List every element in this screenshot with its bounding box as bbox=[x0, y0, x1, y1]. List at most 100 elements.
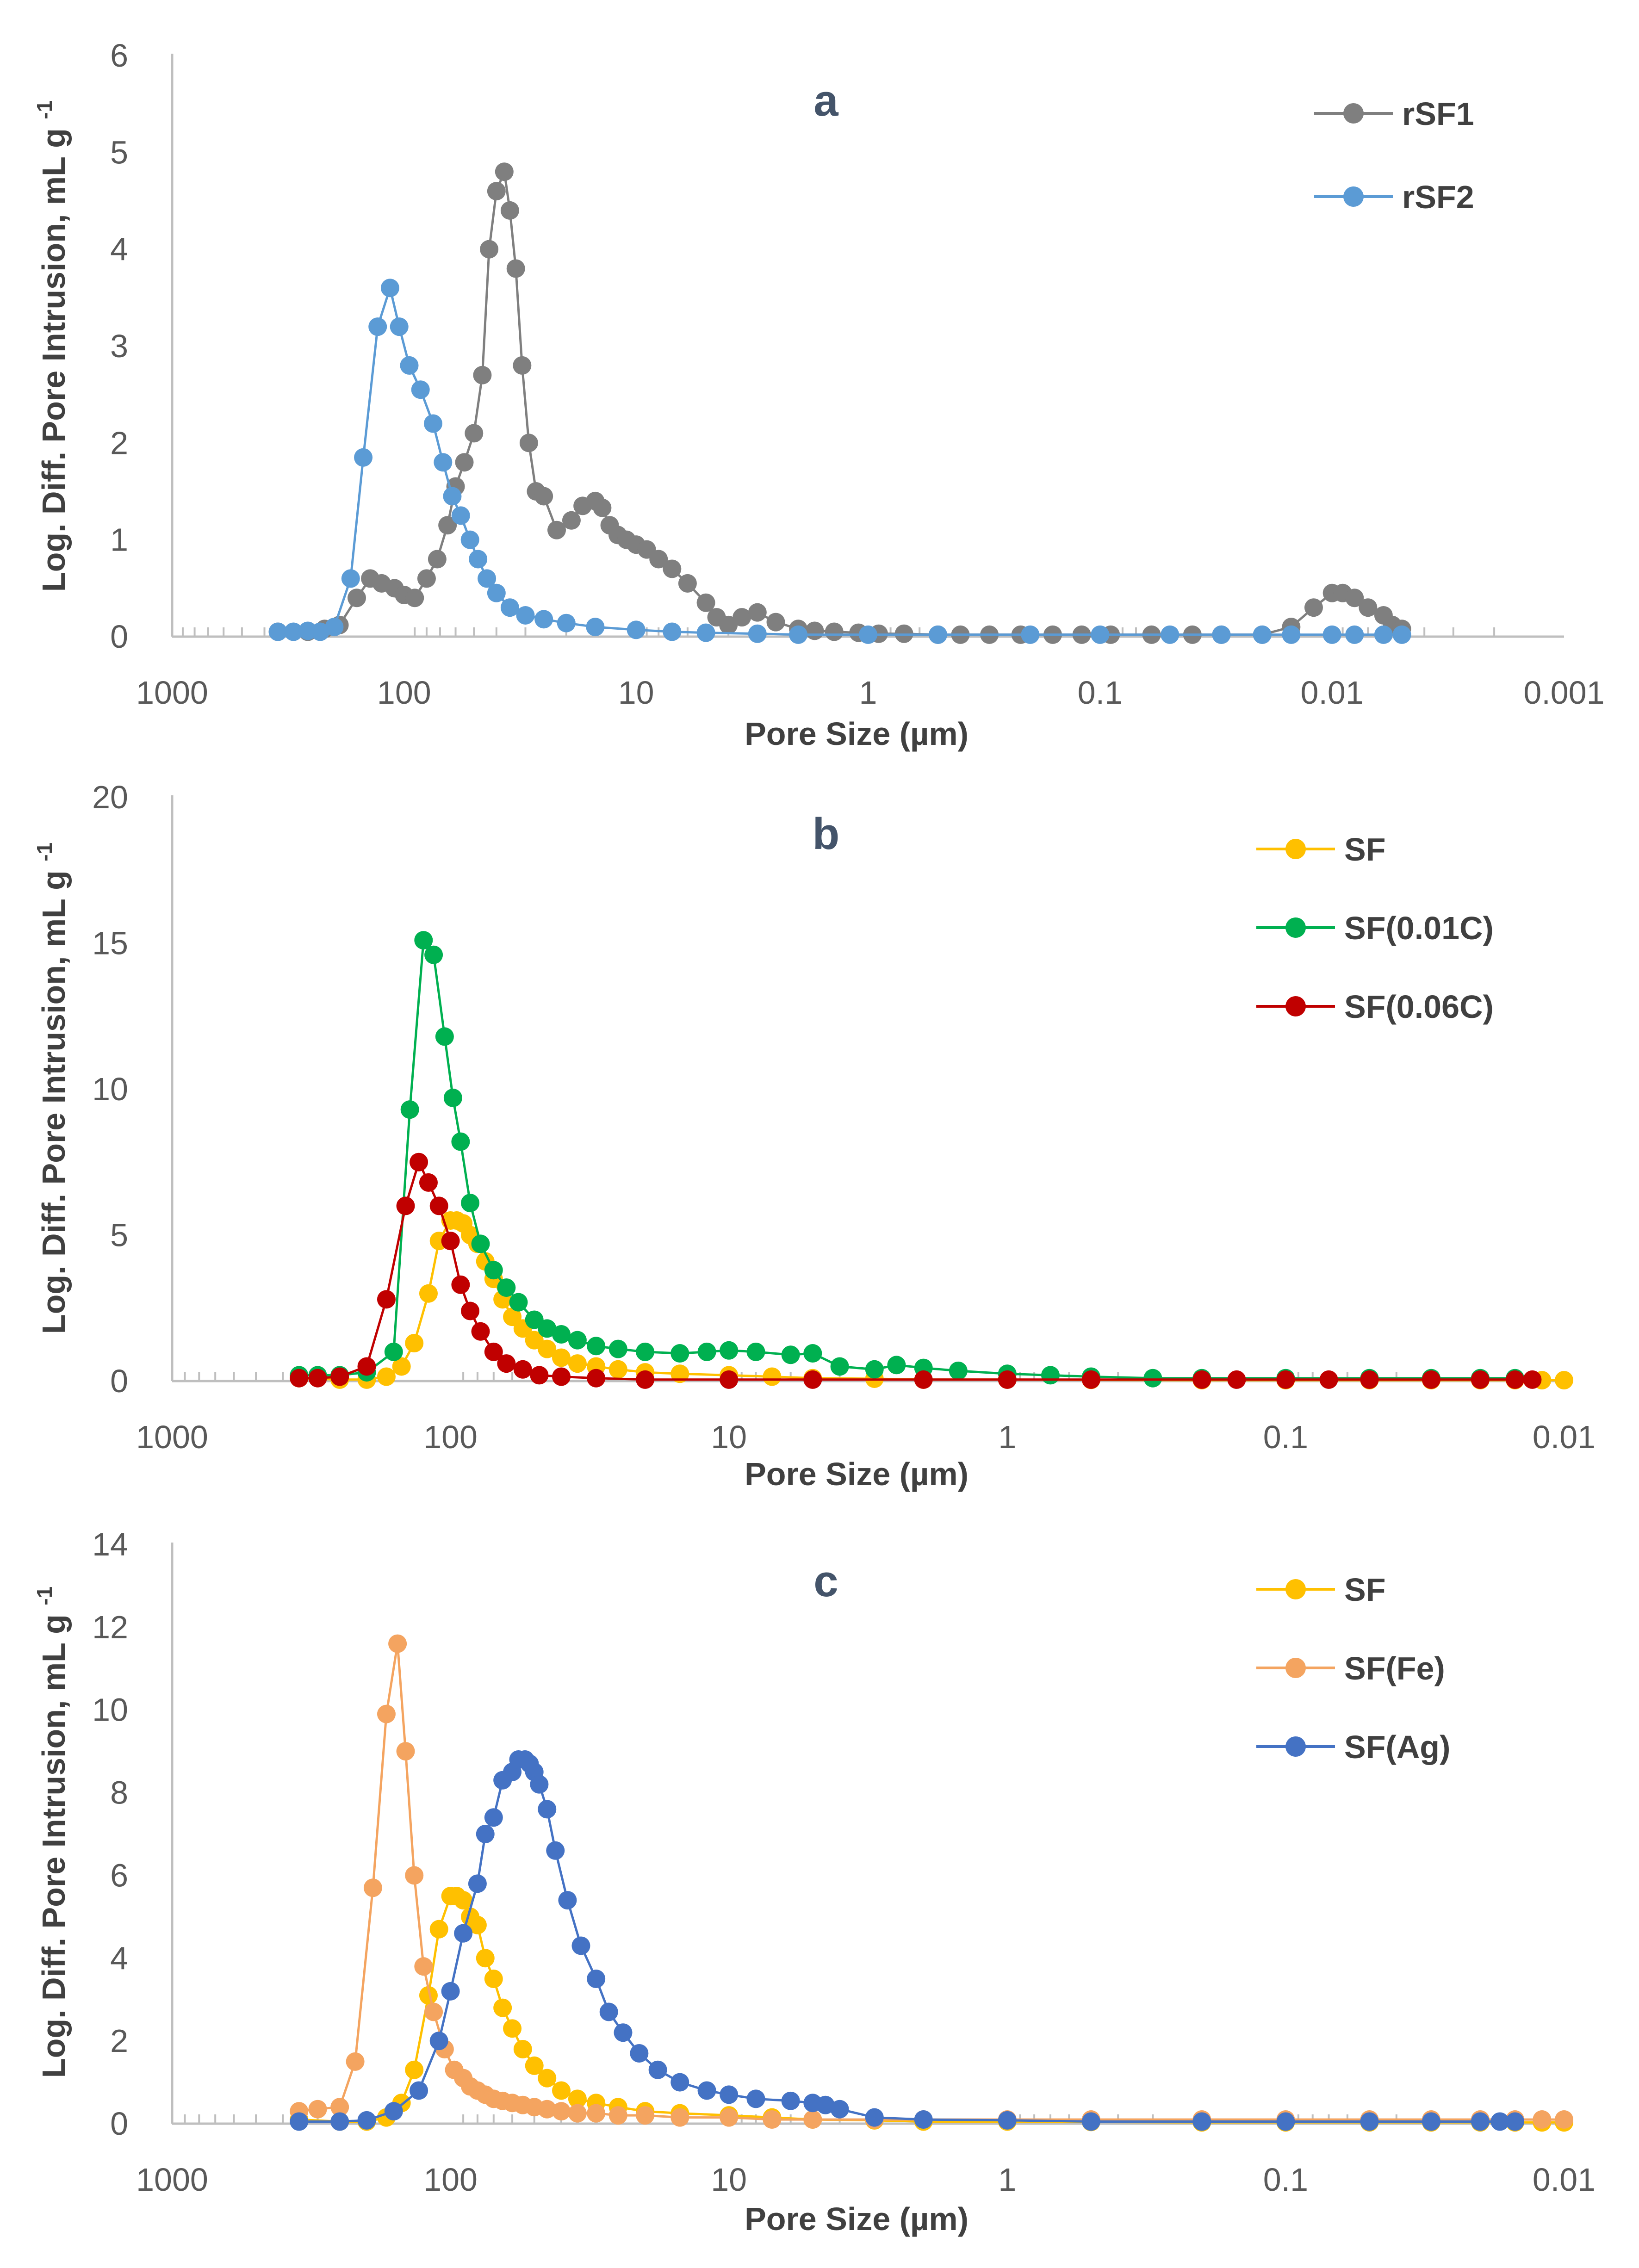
x-tick-label: 100 bbox=[423, 1419, 478, 1455]
x-tick-label: 10 bbox=[711, 2162, 747, 2198]
data-point bbox=[1422, 2112, 1440, 2131]
series-line bbox=[278, 167, 1403, 636]
data-point bbox=[308, 2100, 327, 2119]
data-point bbox=[608, 2106, 627, 2125]
data-point bbox=[390, 317, 409, 336]
data-point bbox=[830, 2100, 849, 2119]
data-point bbox=[568, 2089, 587, 2108]
data-point bbox=[455, 453, 474, 472]
data-point bbox=[434, 453, 453, 472]
data-point bbox=[1304, 598, 1323, 617]
y-axis-title-superscript: -1 bbox=[32, 100, 56, 119]
y-axis-title-main: Log. Diff. Pore Intrusion, mL g bbox=[36, 1605, 72, 2078]
data-point bbox=[411, 380, 430, 399]
data-point bbox=[949, 1361, 968, 1380]
data-point bbox=[552, 2102, 571, 2121]
data-point bbox=[586, 618, 605, 637]
x-tick-label: 1 bbox=[859, 675, 877, 711]
data-point bbox=[284, 622, 303, 641]
data-point bbox=[1506, 2112, 1525, 2131]
x-tick-label: 100 bbox=[377, 675, 431, 711]
data-point bbox=[865, 2108, 884, 2127]
data-point bbox=[461, 1301, 480, 1320]
data-point bbox=[530, 1775, 549, 1794]
y-tick-label: 6 bbox=[110, 37, 128, 74]
data-point bbox=[513, 1360, 532, 1379]
data-point bbox=[493, 1998, 512, 2017]
legend-label: SF bbox=[1344, 1572, 1385, 1608]
data-point bbox=[789, 625, 808, 644]
data-point bbox=[419, 1173, 438, 1192]
y-axis-title-main: Log. Diff. Pore Intrusion, mL g bbox=[36, 119, 72, 592]
data-point bbox=[380, 279, 399, 297]
data-point bbox=[697, 2081, 716, 2100]
data-point bbox=[696, 593, 715, 612]
data-point bbox=[363, 1878, 382, 1897]
data-point bbox=[748, 624, 767, 643]
data-point bbox=[405, 589, 424, 607]
data-point bbox=[525, 2056, 544, 2075]
data-point bbox=[1345, 625, 1364, 644]
data-point bbox=[461, 1194, 480, 1213]
data-point bbox=[733, 608, 751, 627]
data-point bbox=[290, 1369, 309, 1388]
data-point bbox=[484, 1342, 503, 1361]
data-point bbox=[354, 448, 373, 467]
data-point bbox=[562, 511, 581, 530]
data-point bbox=[451, 506, 470, 525]
x-tick-label: 0.01 bbox=[1533, 1419, 1596, 1455]
data-point bbox=[1555, 1371, 1573, 1390]
data-point bbox=[825, 622, 844, 641]
y-tick-label: 0 bbox=[110, 1363, 128, 1399]
x-tick-label: 10 bbox=[711, 1419, 747, 1455]
data-point bbox=[568, 2104, 587, 2123]
data-point bbox=[519, 434, 538, 452]
legend-entry: SF(0.06C) bbox=[1256, 989, 1494, 1025]
data-point bbox=[405, 2060, 424, 2079]
data-point bbox=[720, 2085, 739, 2104]
data-point bbox=[377, 1290, 396, 1309]
data-point bbox=[451, 1132, 470, 1151]
data-point bbox=[454, 1891, 473, 1910]
legend-entry: SF(Ag) bbox=[1256, 1729, 1450, 1765]
data-point bbox=[268, 622, 287, 641]
series-rSF1 bbox=[268, 162, 1411, 644]
data-point bbox=[330, 2112, 349, 2131]
data-point bbox=[330, 1367, 349, 1386]
data-point bbox=[1041, 1366, 1060, 1385]
data-point bbox=[538, 2100, 557, 2119]
data-point bbox=[513, 356, 532, 375]
data-point bbox=[663, 559, 682, 578]
data-point bbox=[1360, 1370, 1379, 1389]
y-axis-title-superscript: -1 bbox=[32, 843, 56, 861]
data-point bbox=[720, 2108, 739, 2127]
x-tick-label: 0.001 bbox=[1523, 675, 1604, 711]
data-point bbox=[405, 1866, 424, 1885]
data-point bbox=[1021, 625, 1040, 644]
legend-swatch-marker bbox=[1285, 1579, 1306, 1599]
data-point bbox=[424, 2002, 443, 2021]
data-point bbox=[763, 2110, 782, 2129]
x-tick-label: 1 bbox=[998, 2162, 1016, 2198]
y-tick-label: 4 bbox=[110, 231, 128, 267]
data-point bbox=[1081, 2112, 1100, 2131]
data-point bbox=[497, 1354, 516, 1373]
data-point bbox=[865, 1360, 884, 1379]
data-point bbox=[468, 1874, 487, 1893]
y-axis-title: Log. Diff. Pore Intrusion, mL g -1 bbox=[32, 100, 72, 592]
data-point bbox=[914, 1370, 933, 1389]
data-point bbox=[1091, 625, 1110, 644]
data-point bbox=[1192, 2112, 1211, 2131]
data-point bbox=[1533, 2110, 1552, 2129]
data-point bbox=[384, 2102, 403, 2121]
data-point bbox=[568, 1354, 587, 1373]
data-point bbox=[627, 620, 646, 639]
data-point bbox=[636, 1370, 655, 1389]
data-point bbox=[746, 2089, 765, 2108]
panel-letter: a bbox=[813, 76, 838, 125]
data-point bbox=[410, 2081, 428, 2100]
data-point bbox=[471, 1234, 490, 1253]
data-point bbox=[663, 622, 682, 641]
legend-entry: SF bbox=[1256, 1572, 1385, 1608]
